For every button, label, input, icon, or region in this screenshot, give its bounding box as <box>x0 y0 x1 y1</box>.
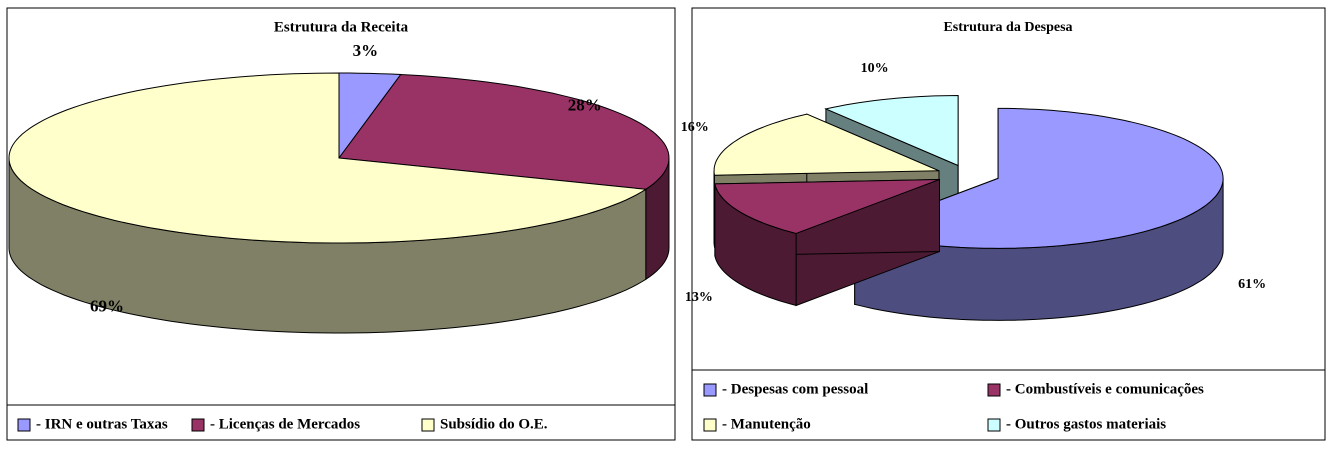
legend-swatch <box>703 418 717 432</box>
chart-title: Estrutura da Receita <box>274 19 409 35</box>
slice <box>824 94 959 167</box>
legend-swatch <box>987 418 1001 432</box>
legend-label: - IRN e outras Taxas <box>36 416 168 432</box>
legend-swatch <box>987 383 1001 397</box>
slice <box>713 113 940 176</box>
legend-label: - Manutenção <box>722 416 811 432</box>
slice <box>714 179 940 235</box>
data-label: 10% <box>861 61 889 76</box>
legend-swatch <box>703 383 717 397</box>
chart-title: Estrutura da Despesa <box>943 20 1072 35</box>
legend-swatch <box>17 418 31 432</box>
legend-label: - Despesas com pessoal <box>722 381 868 397</box>
legend-swatch <box>421 418 435 432</box>
data-label: 69% <box>90 297 124 316</box>
slice <box>8 72 648 244</box>
data-label: 28% <box>568 96 602 115</box>
data-label: 3% <box>353 41 379 60</box>
data-label: 13% <box>685 290 713 305</box>
legend-swatch <box>191 418 205 432</box>
legend-label: Subsídio do O.E. <box>440 416 548 432</box>
slice <box>338 73 670 190</box>
slice <box>853 107 1224 249</box>
legend-label: - Outros gastos materiais <box>1006 416 1166 432</box>
legend-label: - Combustíveis e comunicações <box>1006 381 1204 397</box>
data-label: 16% <box>681 120 709 135</box>
data-label: 61% <box>1238 277 1266 292</box>
legend-label: - Licenças de Mercados <box>210 416 360 432</box>
